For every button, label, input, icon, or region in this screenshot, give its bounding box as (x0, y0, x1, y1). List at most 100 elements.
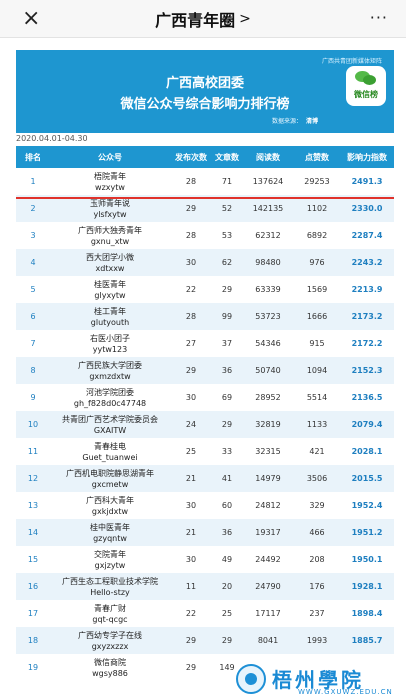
rank-cell: 9 (30, 393, 36, 402)
table-row[interactable]: 14 桂中医青年 gzyqntw 21 36 19317 466 1951.2 (16, 519, 394, 546)
publish-count-cell: 29 (185, 636, 197, 645)
influence-index-cell: 2136.5 (351, 393, 383, 402)
read-count-cell: 142135 (252, 204, 284, 213)
like-count-cell: 3506 (306, 474, 328, 483)
like-count-cell: 1102 (306, 204, 328, 213)
account-id: GXAITW (93, 425, 127, 435)
watermark-name: 梧州學院 (272, 668, 364, 692)
table-row[interactable]: 4 西大团学小微 xdtxxw 30 62 98480 976 2243.2 (16, 249, 394, 276)
top-rank-divider (16, 197, 394, 199)
article-count-cell: 36 (221, 528, 233, 537)
table-row[interactable]: 19 微信商院 wgsy886 29 149 (16, 654, 394, 681)
close-icon[interactable]: × (22, 6, 41, 31)
table-row[interactable]: 12 广西机电职院静思湖青年 gxcmetw 21 41 14979 3506 2015.5 (16, 465, 394, 492)
table-row[interactable]: 11 青春桂电 Guet_tuanwei 25 33 32315 421 2028.1 (16, 438, 394, 465)
publish-count-cell: 30 (185, 501, 197, 510)
account-name: 河池学院团委 (86, 387, 134, 397)
account-cell: 右医小团子 yytw123 (50, 333, 170, 355)
account-name: 桂工青年 (94, 306, 126, 316)
table-row[interactable]: 7 右医小团子 yytw123 27 37 54346 915 2172.2 (16, 330, 394, 357)
table-row[interactable]: 18 广西幼专学子在线 gxyzxzzx 29 29 8041 1993 1885.7 (16, 627, 394, 654)
account-cell: 广西科大青年 gxkjdxtw (50, 495, 170, 517)
publish-count-cell: 29 (185, 204, 197, 213)
rank-cell: 16 (27, 582, 39, 591)
publish-count-cell: 30 (185, 393, 197, 402)
article-count-cell: 69 (221, 393, 233, 402)
table-row[interactable]: 1 梧院青年 wzxytw 28 71 137624 29253 2491.3 (16, 168, 394, 195)
publish-count-cell: 25 (185, 447, 197, 456)
table-row[interactable]: 3 广西师大独秀青年 gxnu_xtw 28 53 62312 6892 2287.4 (16, 222, 394, 249)
table-row[interactable]: 9 河池学院团委 gh_f828d0c47748 30 69 28952 5514 2136.… (16, 384, 394, 411)
article-count-cell: 62 (221, 258, 233, 267)
account-id: xdtxxw (95, 263, 125, 273)
like-count-cell: 237 (309, 609, 325, 618)
like-count-cell: 176 (309, 582, 325, 591)
account-cell: 广西民族大学团委 gxmzdxtw (50, 360, 170, 382)
rank-cell: 8 (30, 366, 36, 375)
influence-index-cell: 2079.4 (351, 420, 383, 429)
read-count-cell: 137624 (252, 177, 284, 186)
account-cell: 桂中医青年 gzyqntw (50, 522, 170, 544)
influence-index-cell: 2491.3 (351, 177, 383, 186)
article-count-cell: 29 (221, 285, 233, 294)
school-watermark: 梧州學院 WWW.GXUWZ.EDU.CN (234, 664, 402, 698)
like-count-cell: 208 (309, 555, 325, 564)
rank-cell: 11 (27, 447, 39, 456)
data-source-logo: 清博 (305, 118, 318, 125)
influence-index-cell: 1950.1 (351, 555, 383, 564)
publish-count-cell: 28 (185, 231, 197, 240)
rank-cell: 13 (27, 501, 39, 510)
table-row[interactable]: 5 桂医青年 glyxytw 22 29 63339 1569 2213.9 (16, 276, 394, 303)
rank-cell: 10 (27, 420, 39, 429)
account-name: 广西民族大学团委 (78, 360, 142, 370)
like-count-cell: 1094 (306, 366, 328, 375)
account-name: 右医小团子 (90, 333, 130, 343)
account-name: 梧院青年 (94, 171, 126, 181)
table-row[interactable]: 13 广西科大青年 gxkjdxtw 30 60 24812 329 1952.4 (16, 492, 394, 519)
account-id: wzxytw (95, 182, 125, 192)
account-name: 广西科大青年 (86, 495, 134, 505)
account-cell: 青春广财 gqt-qcgc (50, 603, 170, 625)
date-range: 2020.04.01-04.30 (16, 134, 88, 143)
account-cell: 广西师大独秀青年 gxnu_xtw (50, 225, 170, 247)
account-name: 微信商院 (94, 657, 126, 667)
article-count-cell: 71 (221, 177, 233, 186)
more-options-icon[interactable]: ··· (369, 8, 388, 27)
header-rank: 排名 (25, 152, 41, 162)
article-count-cell: 149 (219, 663, 235, 672)
table-row[interactable]: 10 共青团广西艺术学院委员会 GXAITW 24 29 32819 1133 2079.4 (16, 411, 394, 438)
influence-index-cell: 2028.1 (351, 447, 383, 456)
account-id: gqt-qcgc (92, 614, 128, 624)
account-cell: 青春桂电 Guet_tuanwei (50, 441, 170, 463)
account-cell: 西大团学小微 xdtxxw (50, 252, 170, 274)
influence-index-cell: 1928.1 (351, 582, 383, 591)
table-row[interactable]: 16 广西生态工程职业技术学院 Hello-stzy 11 20 24790 176 1928… (16, 573, 394, 600)
publish-count-cell: 21 (185, 528, 197, 537)
article-count-cell: 29 (221, 636, 233, 645)
table-row[interactable]: 8 广西民族大学团委 gxmzdxtw 29 36 50740 1094 2152.3 (16, 357, 394, 384)
publish-count-cell: 24 (185, 420, 197, 429)
account-name: 玉师青年说 (90, 198, 130, 208)
account-id: gzyqntw (93, 533, 127, 543)
banner-top-source: 广西共青团新媒体矩阵 (321, 58, 382, 65)
table-row[interactable]: 17 青春广财 gqt-qcgc 22 25 17117 237 1898.4 (16, 600, 394, 627)
table-body: 1 梧院青年 wzxytw 28 71 137624 29253 2491.3 2 玉师青年说 yl… (16, 168, 394, 681)
account-title-link[interactable]: 广西青年圈 > (155, 7, 251, 31)
table-row[interactable]: 15 交院青年 gxjzytw 30 49 24492 208 1950.1 (16, 546, 394, 573)
influence-index-cell: 1952.4 (351, 501, 383, 510)
account-id: gxmzdxtw (89, 371, 131, 381)
account-id: gh_f828d0c47748 (73, 398, 147, 408)
article-count-cell: 33 (221, 447, 233, 456)
read-count-cell: 28952 (255, 393, 281, 402)
header-read-count: 阅读数 (256, 152, 280, 162)
account-name: 广西幼专学子在线 (78, 630, 142, 640)
wechat-ranking-badge: 微信榜 (346, 66, 386, 106)
chevron-right-icon: > (239, 10, 251, 27)
banner-title-2: 微信公众号综合影响力排行榜 (120, 97, 290, 112)
rank-cell: 5 (30, 285, 36, 294)
table-row[interactable]: 2 玉师青年说 ylsfxytw 29 52 142135 1102 2330.0 (16, 195, 394, 222)
influence-index-cell: 2287.4 (351, 231, 383, 240)
influence-index-cell: 2172.2 (351, 339, 383, 348)
table-row[interactable]: 6 桂工青年 glutyouth 28 99 53723 1666 2173.2 (16, 303, 394, 330)
read-count-cell: 50740 (255, 366, 281, 375)
